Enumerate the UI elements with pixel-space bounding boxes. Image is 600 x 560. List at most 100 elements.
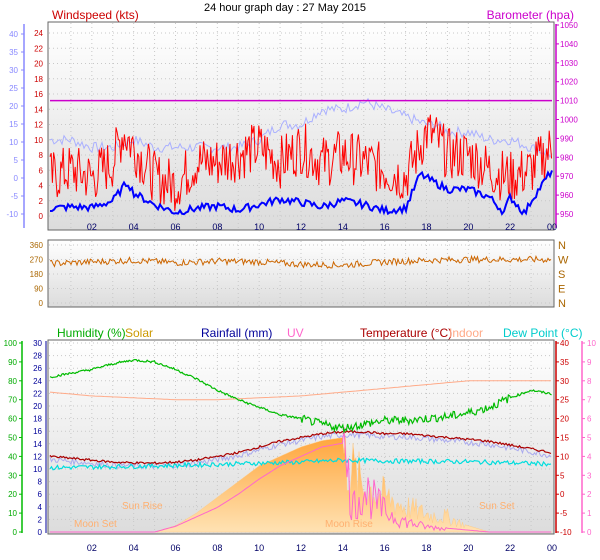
humidity-tick: 20 xyxy=(8,490,17,499)
time-label-panel3: 14 xyxy=(338,543,348,553)
windspeed-axis-label: Windspeed (kts) xyxy=(52,8,139,22)
graph-title: 24 hour graph day : 27 May 2015 xyxy=(204,2,366,14)
uv-tick: 10 xyxy=(587,339,596,348)
direction-degree-tick: 360 xyxy=(30,241,44,250)
direction-degree-tick: 180 xyxy=(30,270,44,279)
windspeed-tick: 18 xyxy=(34,75,43,84)
humidity-tick: 40 xyxy=(8,452,17,461)
direction-degree-tick: 0 xyxy=(39,299,44,308)
rainfall-tick: 12 xyxy=(33,452,42,461)
uv-tick: 1 xyxy=(587,509,592,518)
annotation-sun-set: Sun Set xyxy=(479,501,515,512)
time-label-panel1: 00 xyxy=(547,222,557,232)
uv-tick: 7 xyxy=(587,396,592,405)
barometer-tick: 1050 xyxy=(560,21,578,30)
rainfall-tick: 0 xyxy=(38,528,43,537)
temperature-tick: -5 xyxy=(560,509,568,518)
rainfall-tick: 4 xyxy=(38,503,43,512)
time-label-panel3: 22 xyxy=(505,543,515,553)
outer-wind-tick: 0 xyxy=(14,174,19,183)
uv-tick: 4 xyxy=(587,452,592,461)
time-label-panel3: 12 xyxy=(296,543,306,553)
temperature-line xyxy=(49,429,552,465)
humidity-tick: 10 xyxy=(8,509,17,518)
temperature-tick: 20 xyxy=(560,415,569,424)
barometer-tick: 1040 xyxy=(560,40,578,49)
windspeed-tick: 2 xyxy=(39,197,44,206)
rainfall-tick: 16 xyxy=(33,427,42,436)
dew-point-line xyxy=(49,456,552,471)
direction-compass-tick: N xyxy=(558,298,566,310)
windspeed-tick: 8 xyxy=(39,151,44,160)
time-label-panel1: 18 xyxy=(421,222,431,232)
barometer-tick: 1020 xyxy=(560,78,578,87)
legend-humidity: Humidity (%) xyxy=(57,326,126,340)
time-label-panel3: 00 xyxy=(547,543,557,553)
time-label-panel3: 08 xyxy=(212,543,222,553)
temperature-tick: 35 xyxy=(560,358,569,367)
outer-wind-tick: 20 xyxy=(9,102,18,111)
barometer-axis-label: Barometer (hpa) xyxy=(487,8,574,22)
barometer-tick: 1030 xyxy=(560,59,578,68)
humidity-line xyxy=(49,358,552,435)
rainfall-tick: 10 xyxy=(33,465,42,474)
time-axis-labels: 02 02 04 04 06 06 08 08 10 10 12 12 14 14 16 16 18 18 20 20… xyxy=(87,222,557,553)
temperature-panel-series xyxy=(49,358,552,533)
annotation-moon-rise: Moon Rise xyxy=(325,519,373,530)
windspeed-tick: 10 xyxy=(34,136,43,145)
temperature-tick: 0 xyxy=(560,490,565,499)
temperature-tick: 10 xyxy=(560,452,569,461)
barometer-tick: 950 xyxy=(560,210,574,219)
time-label-panel1: 12 xyxy=(296,222,306,232)
time-label-panel3: 16 xyxy=(380,543,390,553)
temperature-panel-axes: 3028262422201816141210864201009080706050… xyxy=(4,339,597,537)
legend-solar: Solar xyxy=(125,326,153,340)
average-wind-line xyxy=(50,170,553,216)
uv-tick: 5 xyxy=(587,434,592,443)
uv-tick: 3 xyxy=(587,471,592,480)
outer-wind-tick: 15 xyxy=(9,120,18,129)
direction-degree-tick: 270 xyxy=(30,256,44,265)
windspeed-line xyxy=(49,114,553,211)
legend-rainfall: Rainfall (mm) xyxy=(201,326,272,340)
outer-wind-tick: 40 xyxy=(9,30,18,39)
temperature-tick: 15 xyxy=(560,434,569,443)
rainfall-tick: 24 xyxy=(33,377,42,386)
uv-tick: 8 xyxy=(587,377,592,386)
windspeed-tick: 22 xyxy=(34,44,43,53)
temperature-tick: 5 xyxy=(560,471,565,480)
windspeed-tick: 16 xyxy=(34,90,43,99)
windspeed-tick: 6 xyxy=(39,166,44,175)
rainfall-tick: 30 xyxy=(33,339,42,348)
humidity-tick: 80 xyxy=(8,377,17,386)
barometer-tick: 980 xyxy=(560,153,574,162)
rainfall-tick: 6 xyxy=(38,490,43,499)
wind-direction-line xyxy=(49,254,552,269)
uv-tick: 2 xyxy=(587,490,592,499)
astronomy-annotations: Sun Rise Moon Set Moon Rise Sun Set xyxy=(74,501,515,530)
time-label-panel3: 02 xyxy=(87,543,97,553)
rainfall-tick: 26 xyxy=(33,364,42,373)
humidity-tick: 0 xyxy=(13,528,18,537)
time-label-panel3: 18 xyxy=(421,543,431,553)
time-label-panel3: 10 xyxy=(254,543,264,553)
outer-wind-tick: 10 xyxy=(9,138,18,147)
windspeed-tick: 12 xyxy=(34,121,43,130)
time-label-panel1: 06 xyxy=(170,222,180,232)
humidity-tick: 50 xyxy=(8,434,17,443)
time-label-panel1: 08 xyxy=(212,222,222,232)
time-label-panel1: 04 xyxy=(129,222,139,232)
direction-degree-tick: 90 xyxy=(34,285,43,294)
time-label-panel1: 22 xyxy=(505,222,515,232)
barometer-tick: 1000 xyxy=(560,116,578,125)
rainfall-tick: 14 xyxy=(33,440,42,449)
time-label-panel1: 02 xyxy=(87,222,97,232)
humidity-tick: 60 xyxy=(8,415,17,424)
wind-panel-series xyxy=(49,97,553,216)
time-label-panel1: 14 xyxy=(338,222,348,232)
barometer-tick: 990 xyxy=(560,134,574,143)
windspeed-tick: 20 xyxy=(34,60,43,69)
rainfall-tick: 18 xyxy=(33,415,42,424)
outer-wind-tick: -5 xyxy=(11,192,19,201)
